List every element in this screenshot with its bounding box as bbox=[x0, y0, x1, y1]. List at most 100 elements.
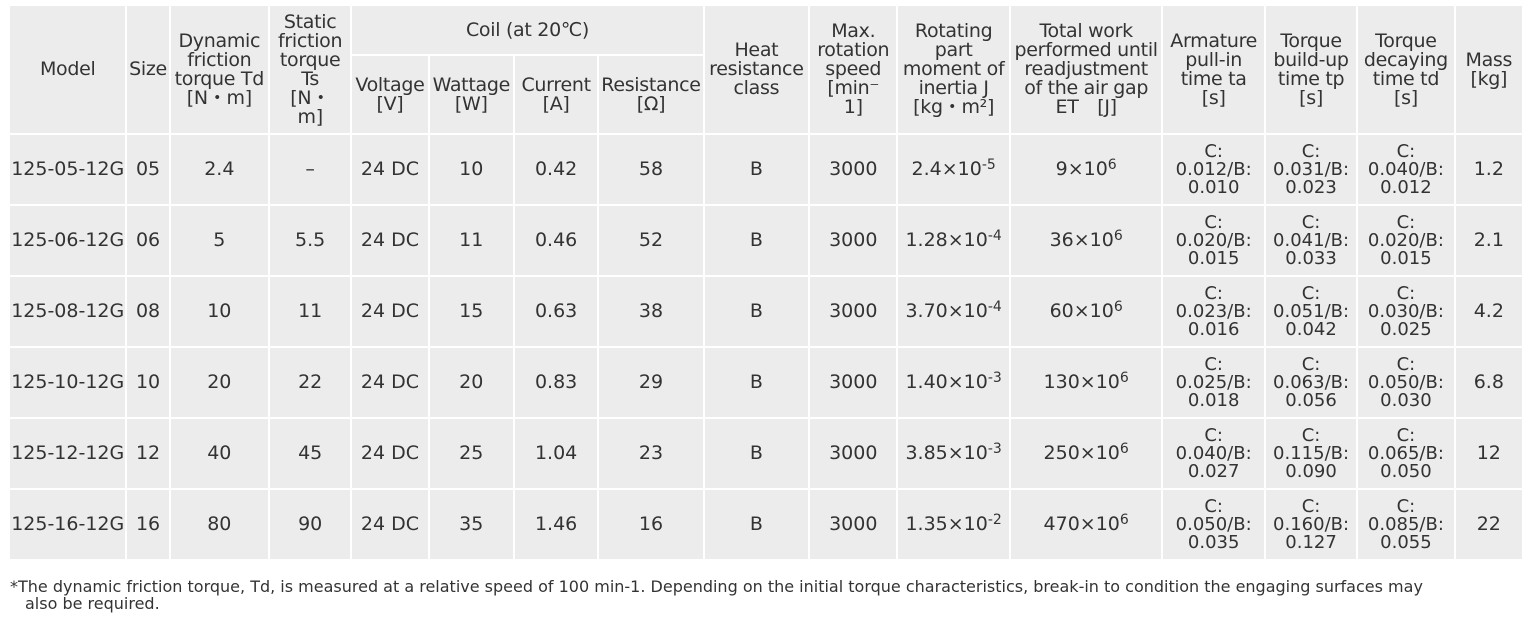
cell-decay-time: C: 0.030/B: 0.025 bbox=[1358, 277, 1454, 346]
cell-buildup-time-line: 0.056 bbox=[1285, 389, 1337, 411]
cell-decay-time-line: 0.025 bbox=[1380, 318, 1432, 340]
header-line: moment of bbox=[902, 58, 1005, 80]
cell-decay-time-line: C: bbox=[1396, 424, 1416, 446]
cell-max-rotation: 3000 bbox=[810, 206, 897, 275]
header-line: [W] bbox=[454, 92, 488, 115]
cell-armature-time-line: 0.025/B: bbox=[1175, 371, 1252, 393]
header-line: [min⁻ bbox=[827, 77, 880, 99]
cell-total-work-base: 470×10 bbox=[1043, 513, 1120, 535]
cell-inertia-exponent: -3 bbox=[987, 441, 1002, 457]
cell-armature-time-line: 0.035 bbox=[1187, 531, 1240, 553]
cell-inertia-base: 1.40×10 bbox=[905, 371, 988, 393]
cell-model: 125-12-12G bbox=[10, 419, 126, 488]
header-line: [V] bbox=[376, 92, 404, 115]
cell-resistance: 29 bbox=[599, 348, 703, 417]
cell-inertia-base: 3.70×10 bbox=[905, 300, 988, 322]
table-row: 125-16-12G 16 80 90 24 DC 35 1.46 16 B 3000 1.35×1… bbox=[10, 490, 1522, 559]
cell-model: 125-16-12G bbox=[10, 490, 126, 559]
cell-decay-time-line: 0.050 bbox=[1380, 460, 1432, 482]
header-max-rotation: Max. rotation speed [min⁻ 1] bbox=[810, 6, 897, 133]
table-row: 125-06-12G 06 5 5.5 24 DC 11 0.46 52 B 3000 1.28×1… bbox=[10, 206, 1522, 275]
header-line: friction bbox=[187, 48, 252, 71]
cell-armature-time: C: 0.023/B: 0.016 bbox=[1163, 277, 1264, 346]
cell-size: 08 bbox=[127, 277, 169, 346]
header-line: [s] bbox=[1394, 86, 1418, 109]
cell-size: 12 bbox=[127, 419, 169, 488]
header-line: Ts bbox=[301, 67, 320, 90]
cell-max-rotation: 3000 bbox=[810, 348, 897, 417]
cell-inertia-exponent: -5 bbox=[981, 157, 996, 173]
cell-size: 06 bbox=[127, 206, 169, 275]
cell-armature-time: C: 0.040/B: 0.027 bbox=[1163, 419, 1264, 488]
header-line: Resistance bbox=[601, 73, 701, 96]
cell-total-work-base: 250×10 bbox=[1043, 442, 1120, 464]
cell-max-rotation: 3000 bbox=[810, 419, 897, 488]
header-model-label: Model bbox=[39, 58, 96, 80]
cell-total-work: 470×106 bbox=[1010, 490, 1162, 559]
cell-dynamic-torque: 80 bbox=[170, 490, 268, 559]
cell-resistance: 23 bbox=[599, 419, 703, 488]
cell-armature-time-line: C: bbox=[1204, 282, 1223, 304]
cell-inertia: 1.35×10-2 bbox=[898, 490, 1009, 559]
cell-buildup-time-line: 0.041/B: bbox=[1273, 229, 1350, 251]
table-row: 125-08-12G 08 10 11 24 DC 15 0.63 38 B 3000 3.70×1… bbox=[10, 277, 1522, 346]
cell-total-work: 250×106 bbox=[1010, 419, 1162, 488]
cell-current: 0.63 bbox=[514, 277, 598, 346]
cell-buildup-time-line: 0.115/B: bbox=[1273, 442, 1350, 464]
cell-armature-time-line: 0.023/B: bbox=[1175, 300, 1252, 322]
header-mass: Mass [kg] bbox=[1455, 6, 1522, 133]
header-line: Voltage bbox=[355, 73, 425, 96]
header-line: [kg] bbox=[1470, 67, 1508, 90]
cell-heat-class: B bbox=[704, 135, 809, 204]
header-line: time ta bbox=[1180, 67, 1247, 90]
cell-model: 125-06-12G bbox=[10, 206, 126, 275]
cell-decay-time-line: 0.040/B: bbox=[1367, 158, 1444, 180]
header-line: resistance bbox=[709, 58, 804, 80]
cell-buildup-time: C: 0.160/B: 0.127 bbox=[1265, 490, 1357, 559]
cell-buildup-time-line: 0.127 bbox=[1285, 531, 1337, 553]
cell-decay-time-line: 0.015 bbox=[1380, 247, 1432, 269]
cell-total-work-base: 60×10 bbox=[1049, 300, 1114, 322]
cell-inertia-exponent: -3 bbox=[987, 370, 1002, 386]
cell-static-torque: 22 bbox=[270, 348, 351, 417]
header-inertia: Rotating part moment of inertia J [kg・m²… bbox=[898, 6, 1009, 133]
cell-static-torque: 90 bbox=[270, 490, 351, 559]
spec-table: Model Size Dynamic friction torque Td [N… bbox=[8, 4, 1524, 561]
table-row: 125-05-12G 05 2.4–24 DC 10 0.42 58 B 3000 2.4×10… bbox=[10, 135, 1522, 204]
header-size: Size bbox=[127, 6, 169, 133]
cell-voltage: 24 DC bbox=[352, 348, 428, 417]
cell-inertia: 1.28×10-4 bbox=[898, 206, 1009, 275]
cell-armature-time-line: C: bbox=[1204, 211, 1223, 233]
cell-buildup-time-line: 0.042 bbox=[1285, 318, 1337, 340]
header-model: Model bbox=[10, 6, 126, 133]
cell-size: 16 bbox=[127, 490, 169, 559]
header-line: [s] bbox=[1299, 86, 1323, 109]
cell-max-rotation: 3000 bbox=[810, 490, 897, 559]
cell-max-rotation: 3000 bbox=[810, 135, 897, 204]
cell-buildup-time-line: 0.031/B: bbox=[1273, 158, 1350, 180]
cell-wattage: 10 bbox=[429, 135, 513, 204]
cell-size: 10 bbox=[127, 348, 169, 417]
header-line: performed until bbox=[1014, 39, 1159, 61]
cell-resistance: 58 bbox=[599, 135, 703, 204]
cell-buildup-time-line: C: bbox=[1301, 211, 1321, 233]
cell-decay-time-line: 0.085/B: bbox=[1367, 513, 1444, 535]
cell-current: 0.42 bbox=[514, 135, 598, 204]
header-line: Dynamic bbox=[178, 29, 261, 52]
spec-table-container: Model Size Dynamic friction torque Td [N… bbox=[8, 4, 1524, 561]
cell-buildup-time-line: 0.090 bbox=[1285, 460, 1337, 482]
cell-total-work: 36×106 bbox=[1010, 206, 1162, 275]
header-voltage: Voltage [V] bbox=[352, 56, 428, 133]
cell-wattage: 25 bbox=[429, 419, 513, 488]
cell-decay-time-line: 0.065/B: bbox=[1367, 442, 1444, 464]
cell-model: 125-10-12G bbox=[10, 348, 126, 417]
header-line: torque Td bbox=[174, 67, 265, 90]
cell-armature-time-line: 0.010 bbox=[1187, 176, 1240, 198]
cell-wattage: 35 bbox=[429, 490, 513, 559]
cell-total-work-exponent: 6 bbox=[1119, 441, 1129, 457]
cell-heat-class: B bbox=[704, 206, 809, 275]
header-line: readjustment bbox=[1024, 58, 1148, 80]
cell-decay-time: C: 0.040/B: 0.012 bbox=[1358, 135, 1454, 204]
cell-inertia: 3.70×10-4 bbox=[898, 277, 1009, 346]
cell-buildup-time-line: 0.160/B: bbox=[1273, 513, 1350, 535]
